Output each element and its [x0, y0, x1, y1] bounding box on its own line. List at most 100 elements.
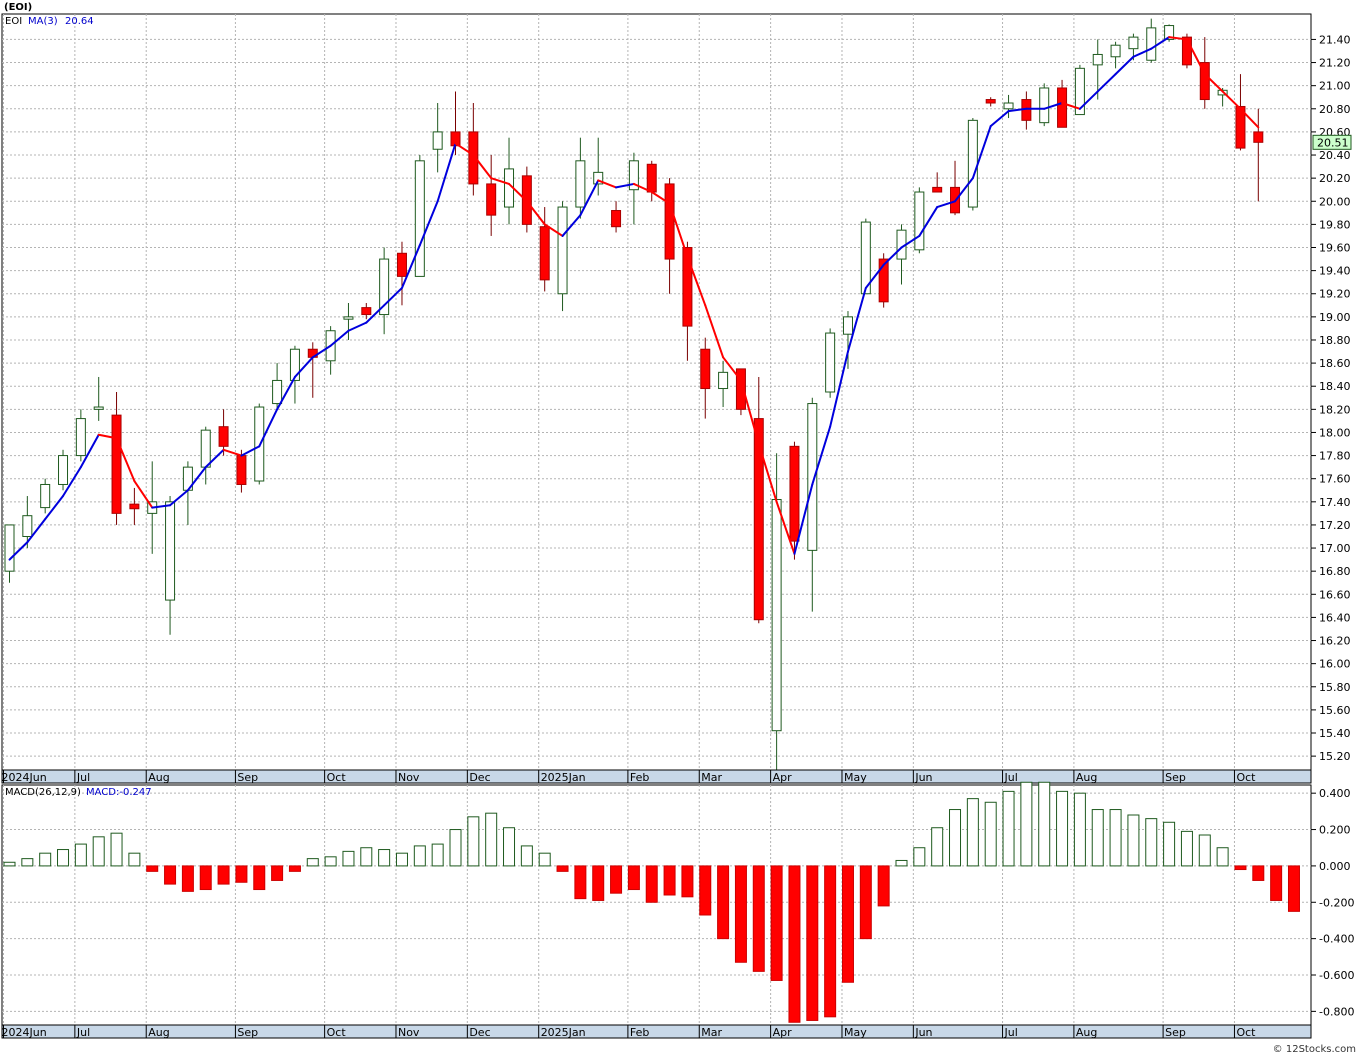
ma-segment: [829, 350, 849, 428]
candle-body-up: [165, 501, 176, 601]
x-tick-label: Jul: [1004, 771, 1018, 784]
ma-segment: [186, 466, 207, 492]
macd-bar-positive: [378, 849, 391, 867]
candle-body-up: [807, 403, 818, 551]
candle-body-up: [593, 171, 604, 185]
macd-bar-negative: [717, 865, 730, 940]
macd-bar-positive: [21, 858, 34, 867]
macd-bar-positive: [966, 798, 979, 867]
ma-segment: [525, 200, 546, 226]
macd-bar-negative: [271, 865, 284, 881]
ma-segment: [26, 518, 47, 544]
price-y-axis: 21.4021.2021.0020.8020.6020.4020.2020.00…: [1311, 33, 1351, 763]
macd-y-axis: 0.400 0.200 0.000 -0.200 -0.400 -0.600 -0.800: [1311, 787, 1354, 1018]
macd-bar-negative: [699, 865, 712, 916]
candle-body-up: [825, 332, 836, 393]
price-tick-label: 19.60: [1319, 242, 1351, 255]
ma-segment: [686, 255, 707, 307]
macd-bar-positive: [342, 850, 355, 867]
candle: [718, 360, 729, 408]
candle-body-up: [343, 316, 354, 320]
candle-body-up: [1039, 87, 1050, 124]
macd-bar-negative: [217, 865, 230, 885]
macd-bar-positive: [913, 847, 926, 867]
candle-body-down: [646, 163, 657, 193]
macd-bar-negative: [1287, 865, 1300, 912]
candle: [593, 137, 604, 196]
candle-body-down: [1199, 62, 1210, 101]
candle-body-down: [985, 99, 996, 104]
candle: [914, 187, 925, 254]
ma-segment: [400, 244, 421, 289]
macd-bar-negative: [841, 865, 854, 983]
x-tick-label: 2024Jun: [2, 771, 47, 784]
x-tick-label: Jul: [76, 771, 90, 784]
candle-body-up: [254, 406, 265, 482]
macd-x-axis-labels: 2024Jun Jul Aug Sep Oct Nov Dec 2025Jan Feb Mar Ap…: [2, 1025, 1256, 1039]
macd-bar-negative: [859, 865, 872, 940]
macd-bar-positive: [984, 801, 997, 867]
ma-segment: [1239, 107, 1260, 129]
ma-segment: [882, 246, 903, 266]
candle: [40, 478, 51, 514]
macd-bar-positive: [1056, 790, 1069, 867]
x-tick-label: Aug: [148, 771, 169, 784]
price-tick-label: 18.80: [1319, 334, 1351, 347]
macd-bar-positive: [57, 849, 70, 867]
x-tick-label: Apr: [773, 1026, 793, 1039]
macd-bar-positive: [449, 829, 462, 867]
ma-segment: [293, 356, 314, 378]
price-tick-label: 15.20: [1319, 750, 1351, 763]
ma-segment: [918, 206, 939, 237]
macd-bar-negative: [877, 865, 890, 907]
candle-body-down: [735, 368, 746, 410]
macd-bar-negative: [663, 865, 676, 896]
price-tick-label: 18.40: [1319, 380, 1351, 393]
ma-segment: [668, 202, 689, 258]
candle: [254, 403, 265, 485]
ma-segment: [793, 483, 814, 555]
candle-body-down: [700, 348, 711, 390]
candle-body-up: [1003, 102, 1014, 110]
macd-bar-negative: [235, 865, 248, 883]
candle-body-up: [1074, 67, 1085, 116]
candle: [129, 487, 140, 525]
candle: [1003, 94, 1014, 119]
candle-body-down: [218, 426, 229, 447]
macd-bar-positive: [1109, 809, 1122, 867]
macd-bar-negative: [681, 865, 694, 898]
macd-bar-positive: [413, 845, 426, 867]
candle-body-up: [40, 483, 51, 509]
candle-body-up: [1110, 44, 1121, 58]
candle: [218, 409, 229, 456]
candle: [111, 392, 122, 525]
candle: [700, 337, 711, 419]
price-legend-ma-value: 20.64: [65, 16, 94, 27]
ma-segment: [615, 182, 635, 189]
price-tick-label: 17.20: [1319, 519, 1351, 532]
candle: [1164, 24, 1175, 42]
candle: [1235, 74, 1246, 151]
candle: [664, 178, 675, 294]
candle: [379, 247, 390, 335]
macd-bar-positive: [1216, 847, 1229, 867]
macd-bar-positive: [39, 852, 52, 867]
x-tick-label: Apr: [773, 771, 793, 784]
x-tick-label: Feb: [630, 771, 649, 784]
candle: [735, 368, 746, 416]
macd-bar-positive: [360, 847, 373, 867]
x-tick-label: Mar: [701, 771, 722, 784]
ma-segment: [258, 408, 279, 448]
price-x-axis-labels: 2024Jun Jul Aug Sep Oct Nov Dec 2025Jan Feb Mar Ap…: [2, 770, 1256, 784]
candle-body-up: [4, 524, 15, 572]
ma-segment: [561, 214, 582, 237]
macd-bar-negative: [574, 865, 587, 900]
candle-body-down: [682, 247, 693, 327]
candle: [22, 496, 33, 549]
macd-tick-label: 0.000: [1319, 860, 1351, 873]
price-tick-label: 19.00: [1319, 311, 1351, 324]
ma-segment: [650, 191, 671, 205]
macd-bar-positive: [3, 861, 16, 867]
macd-bar-negative: [199, 865, 212, 891]
